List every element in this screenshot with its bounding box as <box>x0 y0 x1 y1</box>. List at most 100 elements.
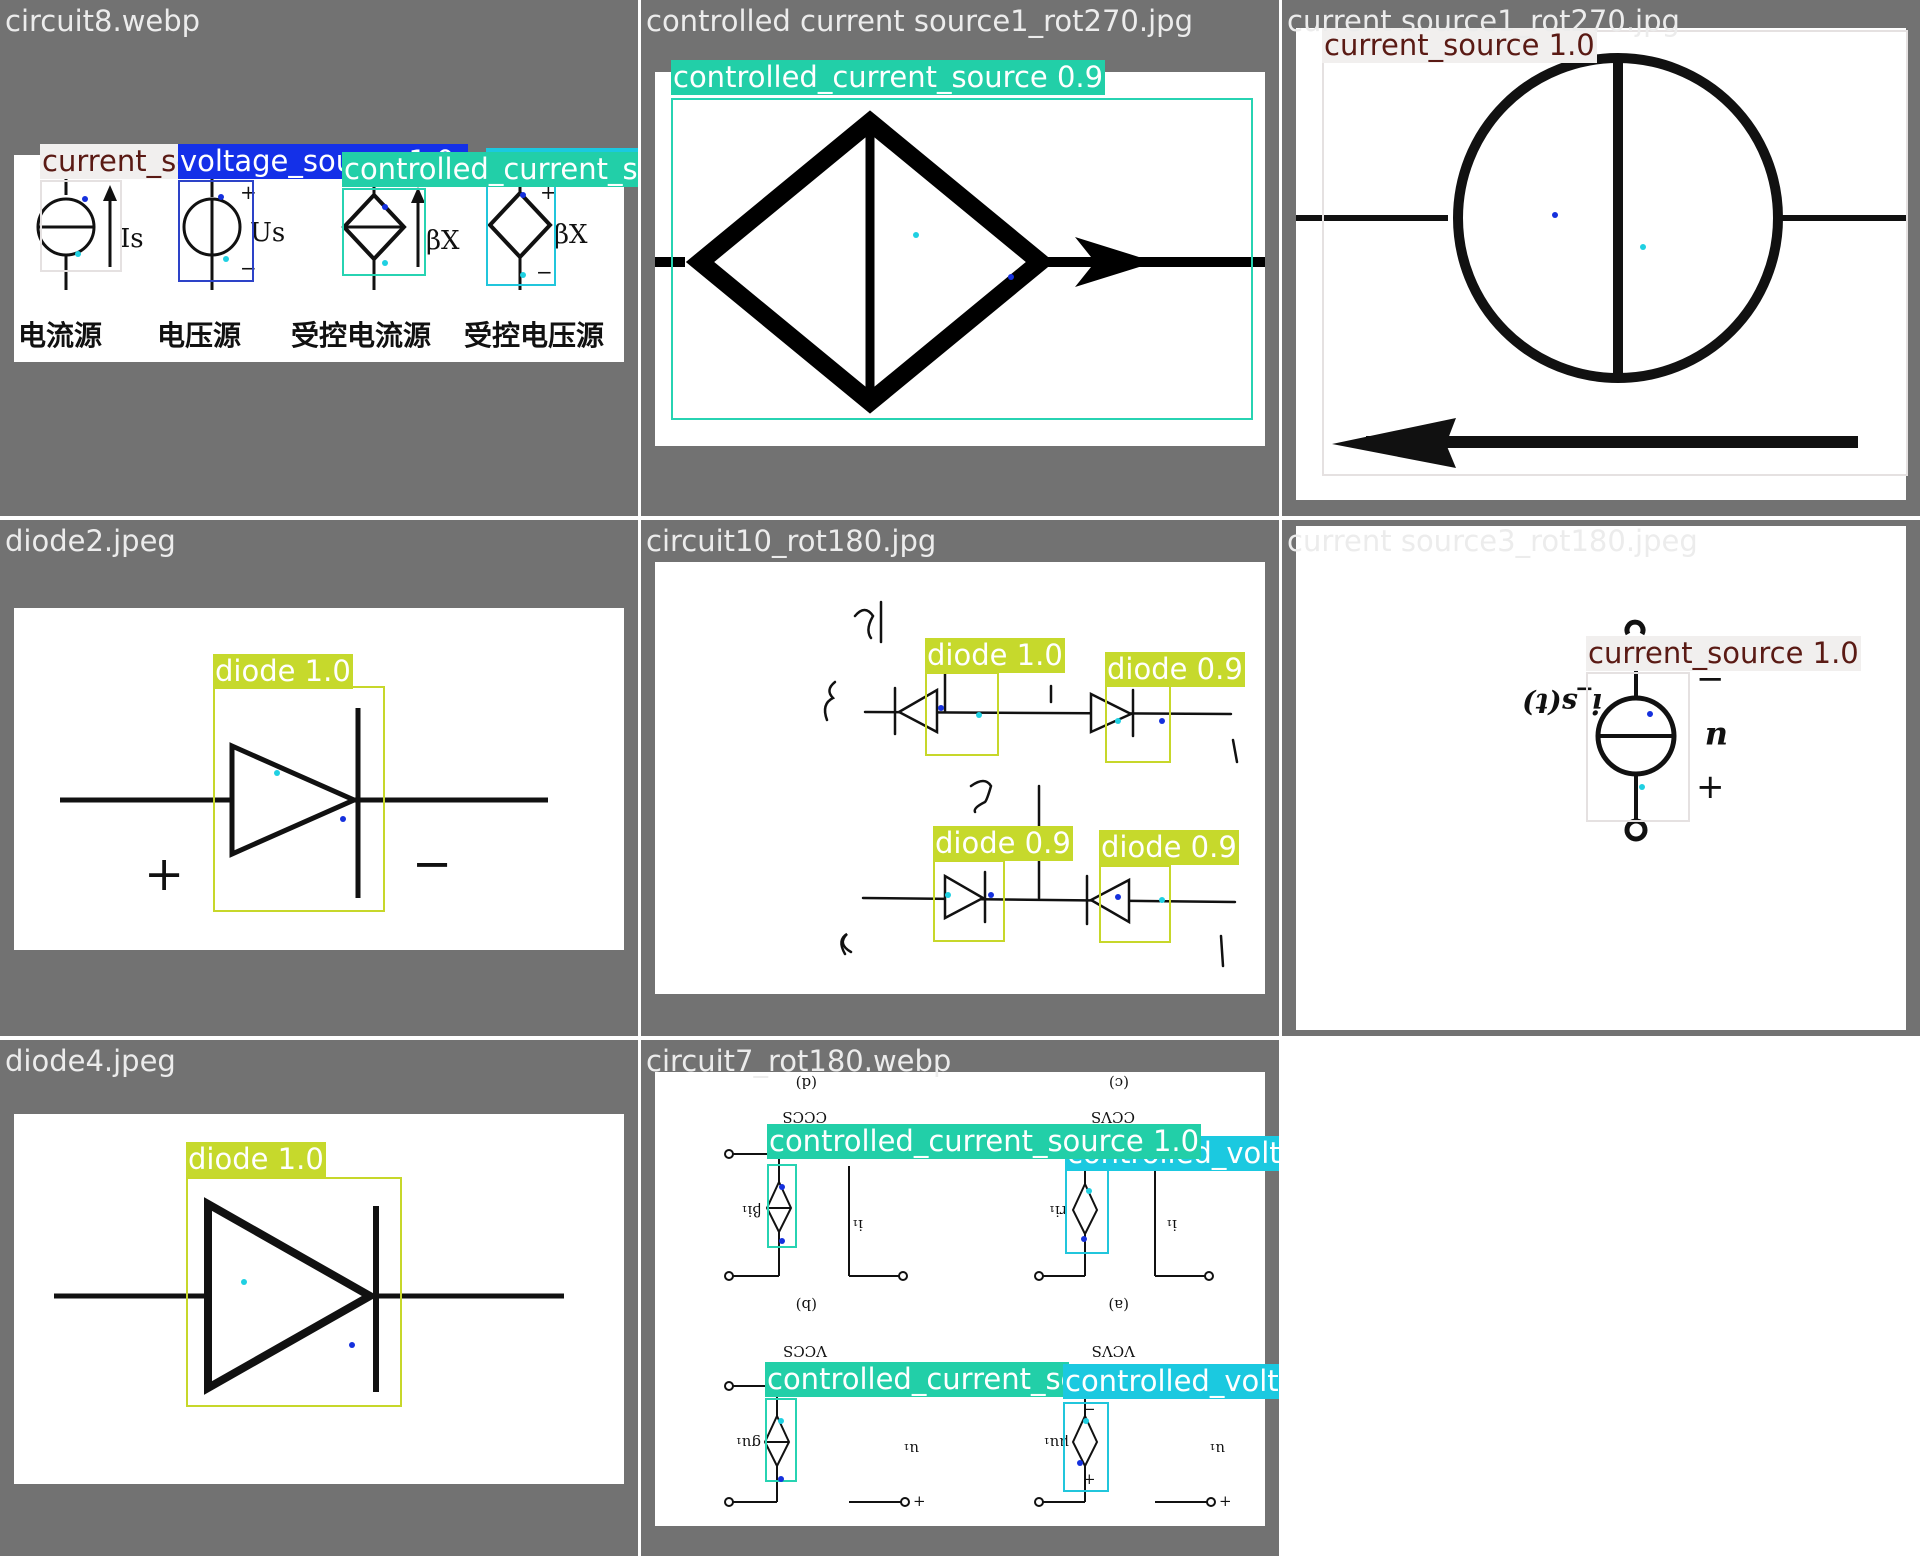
keypoint <box>520 192 526 198</box>
detection-box <box>1105 685 1171 763</box>
svg-text:ri₁: ri₁ <box>1049 1202 1067 1220</box>
keypoint <box>520 272 526 278</box>
keypoint <box>988 892 994 898</box>
svg-text:(b): (b) <box>796 1296 817 1314</box>
svg-text:+: + <box>913 1492 926 1510</box>
keypoint <box>218 194 224 200</box>
schematic-image <box>655 72 1265 446</box>
detection-label: controlled_current_source 1.0 <box>342 152 638 187</box>
keypoint <box>976 712 982 718</box>
svg-text:−: − <box>1083 1400 1096 1418</box>
svg-text:Us: Us <box>250 218 285 248</box>
svg-text:+: + <box>144 846 184 902</box>
detection-box <box>933 860 1005 942</box>
svg-text:βX: βX <box>554 220 588 250</box>
detection-box <box>1322 30 1908 476</box>
keypoint <box>778 1418 784 1424</box>
image-filename: circuit7_rot180.webp <box>646 1044 952 1078</box>
svg-text:u: u <box>1705 720 1728 758</box>
detection-box <box>925 672 999 756</box>
keypoint <box>1077 1460 1083 1466</box>
keypoint <box>1081 1236 1087 1242</box>
detection-box <box>178 180 254 282</box>
detection-box <box>1063 1402 1109 1492</box>
keypoint <box>1086 1188 1092 1194</box>
keypoint <box>1159 897 1165 903</box>
image-filename: current source3_rot180.jpeg <box>1287 524 1698 558</box>
svg-text:i_s(t): i_s(t) <box>1522 687 1602 720</box>
tile-diode4: diode4.jpeg diode 1.0 <box>0 1040 638 1556</box>
svg-text:(a): (a) <box>1108 1296 1129 1314</box>
keypoint <box>1640 244 1646 250</box>
detection-box <box>186 1177 402 1407</box>
diode-drawing <box>54 1197 564 1395</box>
keypoint <box>340 816 346 822</box>
svg-text:βi₁: βi₁ <box>742 1202 761 1220</box>
detection-label: controlled_current_source 1.0 <box>765 1362 1069 1397</box>
keypoint <box>349 1342 355 1348</box>
keypoint <box>913 232 919 238</box>
diode-drawing: + − <box>60 708 548 902</box>
svg-text:Is: Is <box>120 224 144 254</box>
svg-text:−: − <box>536 260 553 284</box>
detection-label: diode 1.0 <box>925 638 1065 673</box>
image-filename: controlled current source1_rot270.jpg <box>646 4 1193 38</box>
svg-text:−: − <box>412 836 452 892</box>
image-filename: diode2.jpeg <box>5 524 176 558</box>
keypoint <box>274 770 280 776</box>
detection-box <box>40 180 122 272</box>
tile-circuit8: Is + − Us βX + − βX 电流源 电压源 <box>0 0 638 516</box>
keypoint <box>778 1476 784 1482</box>
tile-circuit10: circuit10_rot180.jpg diode 1.0 diode 0.9… <box>641 520 1279 1036</box>
keypoint <box>1639 784 1645 790</box>
image-filename: diode4.jpeg <box>5 1044 176 1078</box>
detection-box <box>486 184 556 286</box>
current-source-drawing: i_s(t) u − + <box>1522 619 1728 842</box>
detection-label: current_source 1.0 <box>40 144 192 179</box>
keypoint <box>1552 212 1558 218</box>
keypoint <box>938 705 944 711</box>
current-source-drawing <box>1296 53 1906 468</box>
tile-circuit7: (d) (c) CCCS CCVS βi₁ ri₁ i₁ i₁ (b) (a) … <box>641 1040 1279 1556</box>
detection-box <box>765 1398 797 1482</box>
tile-diode2: + − diode2.jpeg diode 1.0 <box>0 520 638 1036</box>
image-filename: circuit8.webp <box>5 4 201 38</box>
detection-box <box>1099 865 1171 943</box>
svg-text:u₁: u₁ <box>903 1440 919 1458</box>
keypoint <box>1647 711 1653 717</box>
svg-text:+: + <box>1696 767 1725 807</box>
keypoint <box>1115 718 1121 724</box>
image-filename: current source1_rot270.jpg <box>1287 4 1680 38</box>
svg-text:i₁: i₁ <box>1166 1216 1177 1234</box>
svg-text:受控电压源: 受控电压源 <box>464 319 604 352</box>
keypoint <box>223 256 229 262</box>
svg-text:CCVS: CCVS <box>1091 1108 1135 1126</box>
detection-label: diode 0.9 <box>1105 652 1245 687</box>
tile-current-source1: current source1_rot270.jpg current_sourc… <box>1282 0 1920 516</box>
detection-label: controlled_current_source 1.0 <box>767 1124 1202 1159</box>
keypoint <box>1008 274 1014 280</box>
controlled-current-source-drawing <box>655 110 1265 414</box>
svg-text:电压源: 电压源 <box>157 319 241 352</box>
keypoint <box>382 260 388 266</box>
svg-text:受控电流源: 受控电流源 <box>291 319 431 352</box>
svg-text:VCCS: VCCS <box>783 1342 828 1360</box>
detection-label: diode 1.0 <box>186 1142 326 1177</box>
schematic-image <box>655 562 1265 994</box>
detection-box <box>1586 672 1690 822</box>
tile-controlled-current-source1: controlled current source1_rot270.jpg co… <box>641 0 1279 516</box>
detection-label: controlled_current_source 0.9 <box>671 60 1106 95</box>
detection-label: current_source 1.0 <box>1586 636 1861 671</box>
keypoint <box>945 892 951 898</box>
keypoint <box>382 204 388 210</box>
svg-text:CCCS: CCCS <box>782 1108 827 1126</box>
keypoint <box>779 1184 785 1190</box>
svg-text:βX: βX <box>426 226 460 256</box>
schematic-image <box>1296 28 1906 500</box>
keypoint <box>779 1238 785 1244</box>
detection-label: diode 0.9 <box>933 826 1073 861</box>
detection-box <box>767 1164 797 1248</box>
schematic-image: i_s(t) u − + <box>1296 526 1906 1030</box>
detection-label: current_source 1.0 <box>1322 28 1597 63</box>
detection-box <box>671 98 1253 420</box>
